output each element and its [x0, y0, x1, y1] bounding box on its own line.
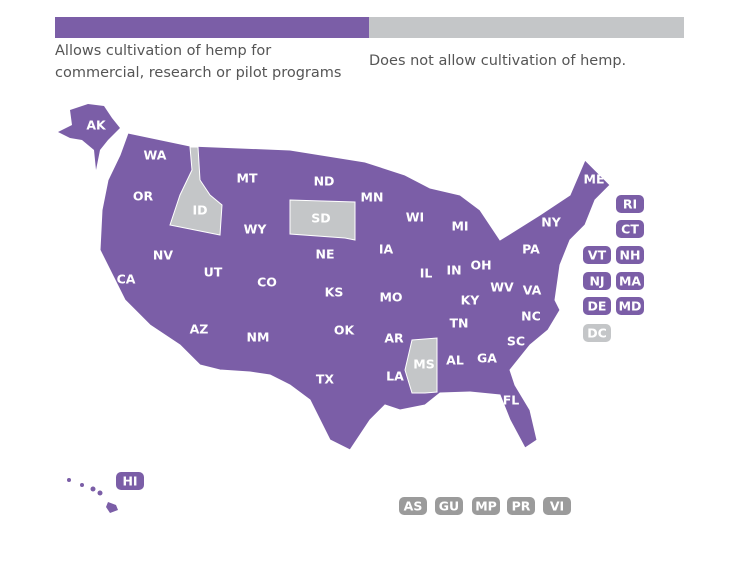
state-label: AK	[86, 118, 107, 133]
state-shape	[289, 199, 356, 241]
state-label: HI	[122, 474, 137, 489]
state-badge	[583, 272, 611, 290]
state-badge	[616, 195, 644, 213]
state-label: SD	[311, 211, 330, 226]
territory-label: MP	[475, 499, 497, 514]
state-label: VT	[588, 248, 607, 263]
state-label: MA	[619, 274, 641, 289]
state-label: MO	[379, 290, 402, 305]
state-label: AL	[446, 353, 464, 368]
state-label: FL	[503, 393, 520, 408]
state-label: LA	[386, 369, 404, 384]
state-label: CA	[117, 272, 136, 287]
territory-label: GU	[439, 499, 459, 514]
state-label: OH	[470, 258, 491, 273]
state-label: ID	[192, 203, 207, 218]
state-label: KY	[461, 293, 481, 308]
state-label: UT	[204, 265, 223, 280]
state-label: WV	[490, 280, 514, 295]
state-label: TX	[316, 372, 335, 387]
state-label: MI	[451, 219, 468, 234]
state-label: NM	[247, 330, 270, 345]
state-label: VA	[523, 283, 542, 298]
alaska	[58, 104, 120, 170]
mainland	[99, 132, 611, 451]
state-label: IA	[379, 242, 394, 257]
state-badge	[583, 297, 611, 315]
state-label: NE	[315, 247, 334, 262]
state-badge	[616, 272, 644, 290]
state-badge	[616, 220, 644, 238]
state-shape	[169, 146, 223, 236]
state-label: WA	[144, 148, 167, 163]
state-label: ME	[584, 172, 605, 187]
state-label: CO	[257, 275, 277, 290]
territory-badge	[472, 497, 500, 515]
state-label: TN	[450, 316, 469, 331]
state-label: MS	[413, 357, 434, 372]
state-badge	[616, 246, 644, 264]
state-label: PA	[522, 242, 540, 257]
territory-label: PR	[512, 499, 531, 514]
legend-swatch	[55, 17, 369, 38]
state-label: CT	[621, 222, 639, 237]
state-label: NH	[620, 248, 641, 263]
state-label: OK	[334, 323, 356, 338]
state-label: NY	[541, 215, 561, 230]
state-label: RI	[623, 197, 637, 212]
legend-label: Allows cultivation of hemp for commercia…	[55, 43, 342, 81]
state-label: AR	[384, 331, 404, 346]
territory-label: AS	[404, 499, 423, 514]
state-label: NC	[521, 309, 541, 324]
state-label: NJ	[589, 274, 604, 289]
legend-label: Does not allow cultivation of hemp.	[369, 53, 627, 69]
state-label: DC	[587, 326, 607, 341]
state-label: WI	[406, 210, 424, 225]
state-badge	[583, 246, 611, 264]
territory-badge	[543, 497, 571, 515]
state-badge	[583, 324, 611, 342]
territory-badge	[435, 497, 463, 515]
legend-swatch	[369, 17, 684, 38]
state-label: WY	[244, 222, 268, 237]
state-label: IL	[420, 266, 433, 281]
state-badge	[116, 472, 144, 490]
state-label: DE	[588, 299, 607, 314]
state-label: AZ	[190, 322, 209, 337]
state-label: ND	[314, 174, 335, 189]
territory-badge	[399, 497, 427, 515]
state-label: GA	[477, 351, 497, 366]
state-label: OR	[133, 189, 154, 204]
territory-badge	[507, 497, 535, 515]
hawaii	[67, 478, 118, 513]
state-label: IN	[446, 263, 461, 278]
state-label: SC	[507, 334, 525, 349]
state-label: NV	[153, 248, 173, 263]
state-label: MT	[237, 171, 258, 186]
state-label: MN	[361, 190, 384, 205]
state-shape	[404, 337, 438, 394]
state-label: KS	[325, 285, 344, 300]
state-label: MD	[619, 299, 642, 314]
state-badge	[616, 297, 644, 315]
territory-label: VI	[550, 499, 564, 514]
